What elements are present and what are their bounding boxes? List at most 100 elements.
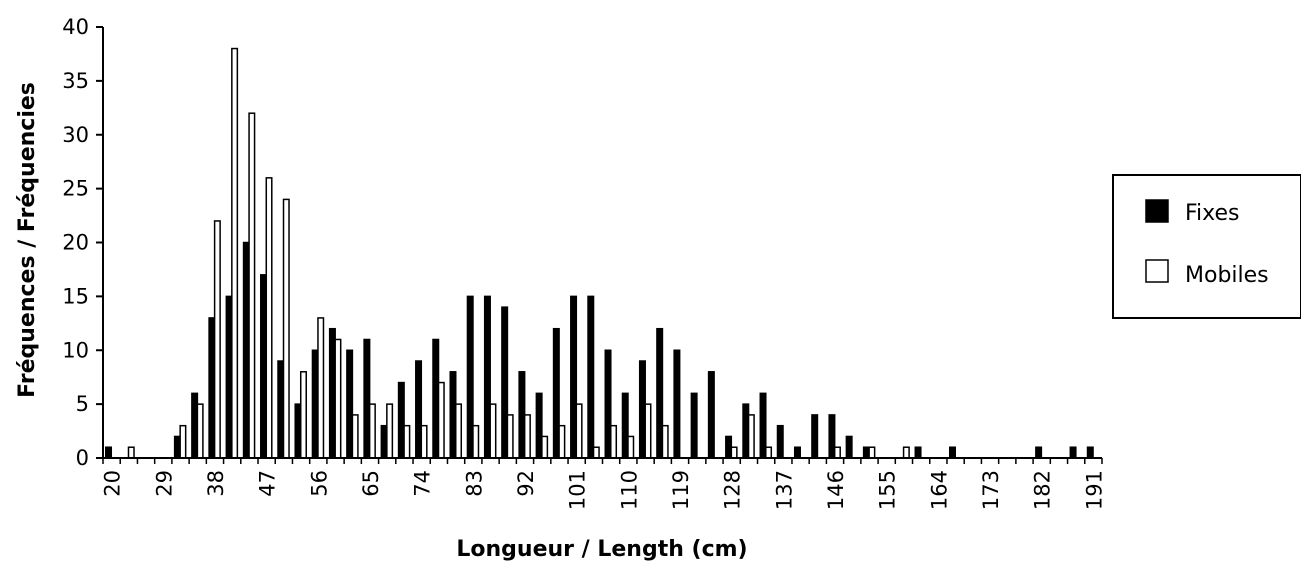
bar-mobiles-86 bbox=[489, 403, 497, 459]
bar-mobiles-110 bbox=[627, 435, 635, 459]
bar-mobiles-113 bbox=[644, 403, 652, 459]
bar-mobiles-107 bbox=[610, 424, 618, 459]
bar-fixes-83 bbox=[466, 295, 474, 459]
y-axis-title: Fréquences / Fréquencies bbox=[15, 82, 40, 398]
bar-mobiles-77 bbox=[437, 381, 445, 459]
x-tick-label: 29 bbox=[152, 470, 176, 497]
x-tick-label: 119 bbox=[669, 470, 693, 510]
bar-mobiles-92 bbox=[523, 414, 531, 459]
bar-fixes-167 bbox=[948, 446, 956, 459]
bar-mobiles-80 bbox=[455, 403, 463, 459]
y-tick-label: 10 bbox=[62, 338, 89, 362]
x-tick-label: 182 bbox=[1031, 470, 1055, 510]
bar-fixes-107 bbox=[604, 349, 612, 459]
bar-fixes-41 bbox=[225, 295, 233, 459]
bar-mobiles-74 bbox=[420, 424, 428, 459]
bar-mobiles-146 bbox=[833, 446, 841, 459]
bar-fixes-20 bbox=[105, 446, 113, 459]
x-tick-label: 38 bbox=[204, 470, 228, 497]
bar-fixes-74 bbox=[415, 360, 423, 459]
x-tick-label: 155 bbox=[876, 470, 900, 510]
legend-label-mobiles: Mobiles bbox=[1185, 263, 1269, 288]
bar-fixes-146 bbox=[828, 414, 836, 459]
bar-fixes-128 bbox=[725, 435, 733, 459]
x-axis-title: Longueur / Length (cm) bbox=[456, 537, 747, 562]
bar-fixes-62 bbox=[346, 349, 354, 459]
bar-fixes-161 bbox=[914, 446, 922, 459]
bar-fixes-89 bbox=[501, 306, 509, 459]
y-tick-label: 5 bbox=[76, 392, 89, 416]
y-tick-label: 20 bbox=[62, 231, 89, 255]
bar-fixes-188 bbox=[1069, 446, 1077, 459]
x-tick-label: 173 bbox=[979, 470, 1003, 510]
bar-mobiles-83 bbox=[472, 424, 480, 459]
x-tick-label: 65 bbox=[359, 470, 383, 497]
bar-mobiles-50 bbox=[282, 198, 290, 459]
bar-mobiles-116 bbox=[661, 424, 669, 459]
y-tick-label: 35 bbox=[62, 69, 89, 93]
y-tick-label: 0 bbox=[76, 446, 89, 470]
bar-mobiles-62 bbox=[351, 414, 359, 459]
bar-fixes-98 bbox=[552, 327, 560, 459]
bar-mobiles-128 bbox=[730, 446, 738, 459]
bar-mobiles-23 bbox=[127, 446, 135, 459]
x-tick-label: 56 bbox=[307, 470, 331, 497]
y-ticks: 0 5 10 15 20 25 30 35 40 bbox=[62, 15, 103, 470]
bar-mobiles-131 bbox=[747, 414, 755, 459]
legend-label-fixes: Fixes bbox=[1185, 201, 1240, 226]
bar-fixes-101 bbox=[570, 295, 578, 459]
bar-mobiles-59 bbox=[334, 338, 342, 459]
bar-mobiles-32 bbox=[179, 424, 187, 459]
bar-fixes-77 bbox=[432, 338, 440, 459]
bar-fixes-35 bbox=[191, 392, 199, 459]
x-tick-label: 137 bbox=[772, 470, 796, 510]
bar-fixes-71 bbox=[397, 381, 405, 459]
y-tick-label: 30 bbox=[62, 123, 89, 147]
bar-fixes-80 bbox=[449, 371, 457, 459]
bar-mobiles-152 bbox=[868, 446, 876, 459]
bar-fixes-38 bbox=[208, 317, 216, 459]
bar-fixes-104 bbox=[587, 295, 595, 459]
x-tick-label: 191 bbox=[1082, 470, 1106, 510]
bar-fixes-125 bbox=[707, 371, 715, 459]
bar-fixes-50 bbox=[277, 360, 285, 459]
bar-fixes-143 bbox=[811, 414, 819, 459]
bar-mobiles-68 bbox=[386, 403, 394, 459]
x-tick-label: 110 bbox=[617, 470, 641, 510]
bar-mobiles-41 bbox=[231, 47, 239, 459]
bar-mobiles-56 bbox=[317, 317, 325, 459]
x-tick-label: 164 bbox=[927, 470, 951, 510]
bar-mobiles-101 bbox=[575, 403, 583, 459]
bar-mobiles-89 bbox=[506, 414, 514, 459]
x-tick-label: 47 bbox=[256, 470, 280, 497]
bar-mobiles-98 bbox=[558, 424, 566, 459]
bar-fixes-53 bbox=[294, 403, 302, 459]
bar-fixes-116 bbox=[656, 327, 664, 459]
bar-fixes-140 bbox=[793, 446, 801, 459]
bar-fixes-182 bbox=[1035, 446, 1043, 459]
legend-swatch-mobiles bbox=[1145, 259, 1169, 283]
bar-mobiles-71 bbox=[403, 424, 411, 459]
legend: Fixes Mobiles bbox=[1112, 174, 1301, 319]
x-tick-label: 20 bbox=[101, 470, 125, 497]
x-tick-label: 128 bbox=[721, 470, 745, 510]
bar-fixes-47 bbox=[260, 274, 268, 459]
bar-fixes-95 bbox=[535, 392, 543, 459]
y-tick-label: 15 bbox=[62, 284, 89, 308]
bar-fixes-134 bbox=[759, 392, 767, 459]
bar-fixes-122 bbox=[690, 392, 698, 459]
legend-frame bbox=[1112, 174, 1301, 319]
bar-fixes-137 bbox=[776, 424, 784, 459]
bar-fixes-110 bbox=[621, 392, 629, 459]
bar-mobiles-65 bbox=[368, 403, 376, 459]
bar-fixes-113 bbox=[638, 360, 646, 459]
bar-fixes-68 bbox=[380, 424, 388, 459]
bar-fixes-59 bbox=[328, 327, 336, 459]
bar-mobiles-35 bbox=[196, 403, 204, 459]
bar-fixes-119 bbox=[673, 349, 681, 459]
x-ticks: 20 29 38 47 56 65 74 83 92 101 110 119 128 137 146 155 1… bbox=[101, 458, 1106, 510]
bar-mobiles-53 bbox=[299, 371, 307, 459]
legend-swatch-fixes bbox=[1145, 199, 1169, 223]
y-tick-label: 40 bbox=[62, 15, 89, 39]
